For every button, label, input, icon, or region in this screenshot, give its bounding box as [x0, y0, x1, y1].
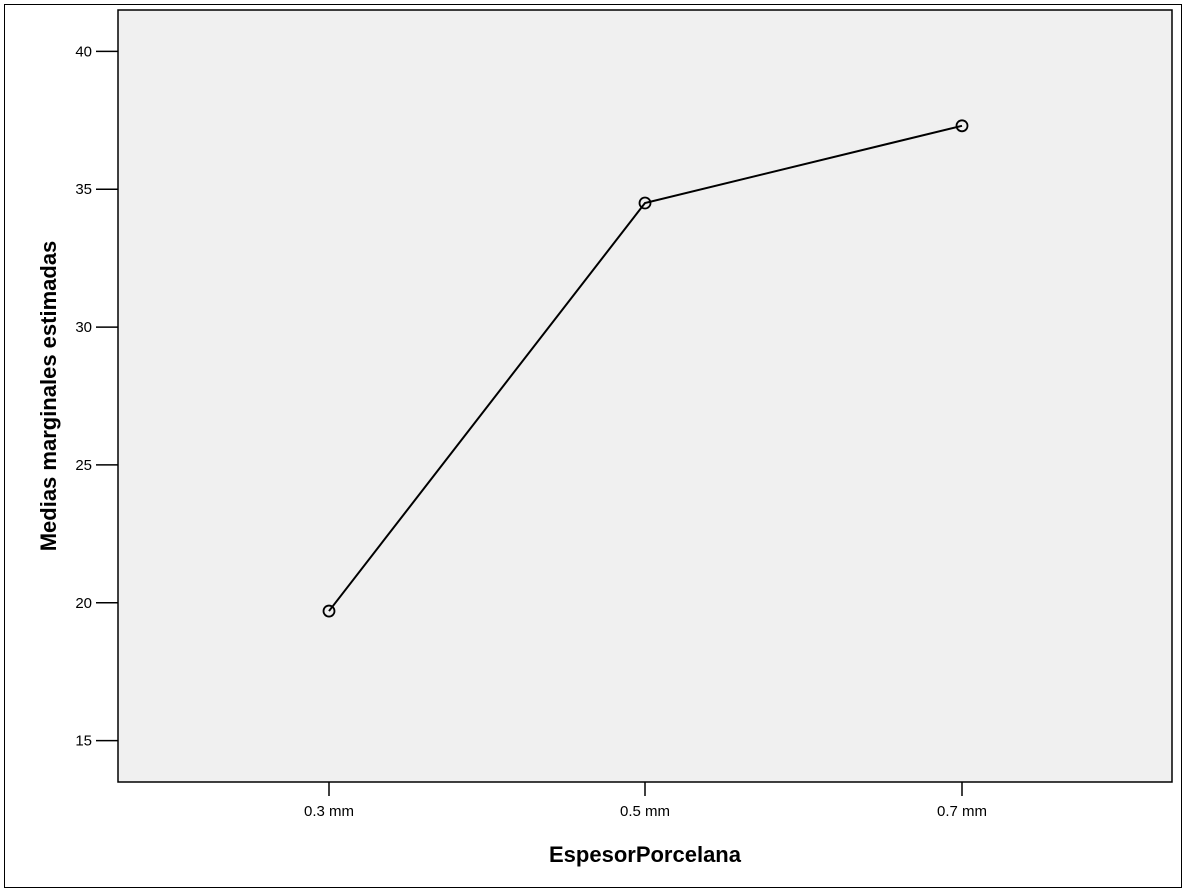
series-line — [328, 124, 963, 612]
plot-area — [117, 9, 1173, 783]
y-tick-label: 40 — [75, 43, 92, 60]
x-tick-label: 0.5 mm — [620, 803, 670, 820]
series-layer — [322, 119, 969, 618]
chart-frame — [4, 4, 1182, 888]
y-axis: 15 20 25 30 35 40 — [75, 43, 118, 750]
y-tick-label: 35 — [75, 181, 92, 198]
x-tick-label: 0.7 mm — [937, 803, 987, 820]
y-axis-title: Medias marginales estimadas — [36, 241, 61, 552]
x-axis-title: EspesorPorcelana — [549, 842, 742, 867]
data-point — [638, 196, 652, 210]
data-point — [322, 604, 336, 618]
y-tick-label: 30 — [75, 319, 92, 336]
x-tick-label: 0.3 mm — [304, 803, 354, 820]
y-tick-label: 20 — [75, 595, 92, 612]
x-axis: 0.3 mm 0.5 mm 0.7 mm — [304, 782, 987, 820]
data-point — [955, 119, 969, 133]
y-tick-label: 15 — [75, 733, 92, 750]
y-tick-label: 25 — [75, 457, 92, 474]
